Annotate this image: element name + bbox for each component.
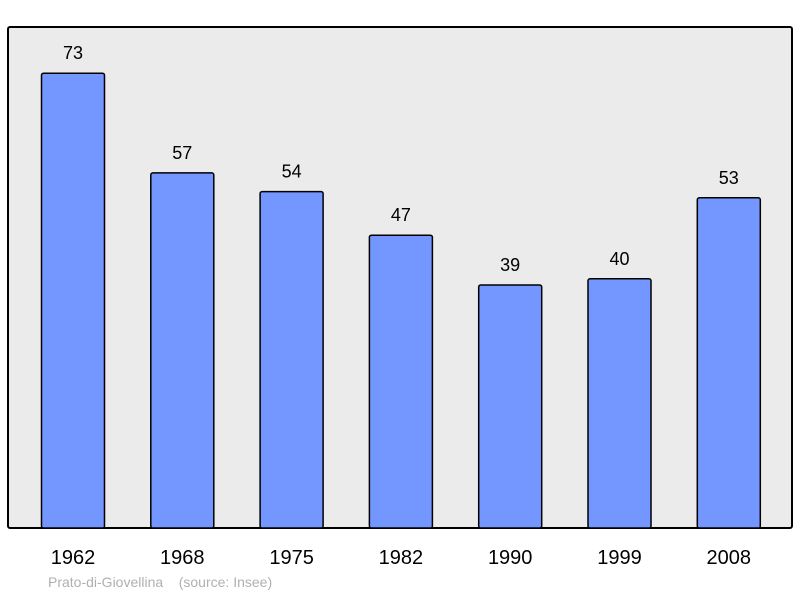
x-tick-label-1962: 1962	[51, 547, 96, 569]
bar-1962	[40, 72, 106, 529]
x-tick-label-1968: 1968	[160, 547, 205, 569]
data-label-1982: 47	[391, 205, 411, 225]
bar-2008	[696, 197, 762, 529]
data-label-1968: 57	[172, 143, 192, 163]
data-label-1962: 73	[63, 43, 83, 63]
bar-1982	[368, 234, 434, 529]
bar-1968	[150, 172, 215, 529]
data-label-1999: 40	[609, 249, 629, 269]
x-tick-labels-group: 1962 1968 1975 1982 1990 1999 2008	[51, 547, 751, 569]
x-tick-label-1990: 1990	[488, 547, 533, 569]
x-tick-label-1982: 1982	[379, 547, 424, 569]
data-label-2008: 53	[719, 168, 739, 188]
data-label-1975: 54	[282, 162, 302, 182]
data-label-1990: 39	[500, 255, 520, 275]
bar-1975	[259, 190, 324, 529]
bar-1990	[477, 284, 543, 529]
footer-caption: Prato-di-Giovellina (source: Insee)	[48, 574, 272, 590]
footer-source: (source: Insee)	[178, 574, 273, 590]
bar-1999	[587, 278, 652, 529]
x-tick-label-2008: 2008	[707, 547, 752, 569]
data-labels-group: 73 57 54 47 39 40 53	[63, 43, 739, 275]
footer-place: Prato-di-Giovellina	[48, 574, 164, 590]
x-tick-label-1999: 1999	[597, 547, 642, 569]
bars-group	[40, 72, 762, 529]
x-tick-label-1975: 1975	[269, 547, 314, 569]
